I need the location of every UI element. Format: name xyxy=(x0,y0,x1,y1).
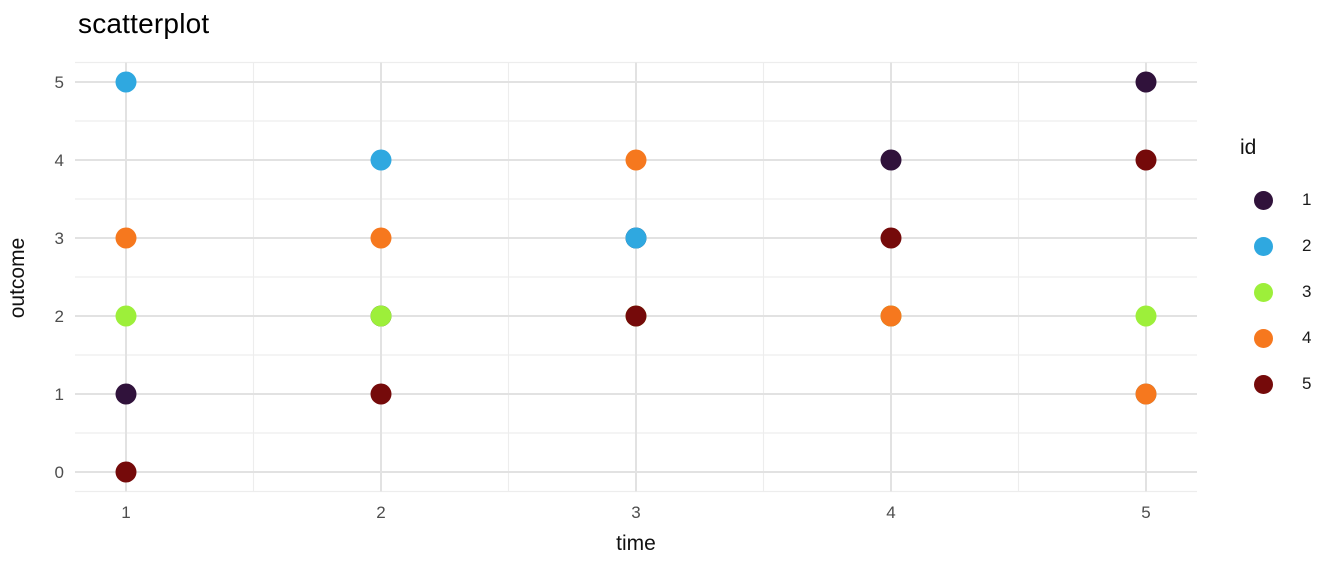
legend-item-label: 5 xyxy=(1302,374,1312,393)
data-point-id-3 xyxy=(115,305,137,327)
legend-title: id xyxy=(1240,136,1257,159)
legend-item: 5 xyxy=(1240,361,1344,407)
data-point-id-2 xyxy=(115,71,137,93)
legend-item-label: 1 xyxy=(1302,190,1312,209)
legend-item-label: 2 xyxy=(1302,236,1312,255)
y-tick-label: 1 xyxy=(55,385,64,404)
data-point-id-4 xyxy=(370,227,392,249)
legend: id 1 2 3 4 5 xyxy=(1240,136,1344,407)
legend-item: 4 xyxy=(1240,315,1344,361)
x-tick-label: 3 xyxy=(631,503,640,522)
data-point-id-3 xyxy=(370,305,392,327)
y-tick-label: 0 xyxy=(55,463,64,482)
data-point-id-1 xyxy=(1135,71,1157,93)
data-point-id-5 xyxy=(115,461,137,483)
legend-swatch xyxy=(1254,374,1273,394)
legend-swatch xyxy=(1254,282,1273,302)
legend-items: 1 2 3 4 5 xyxy=(1240,177,1344,407)
data-point-id-4 xyxy=(1135,383,1157,405)
x-axis-title: time xyxy=(616,532,656,555)
legend-item-label: 3 xyxy=(1302,282,1312,301)
legend-item: 2 xyxy=(1240,223,1344,269)
data-point-id-1 xyxy=(115,383,137,405)
data-point-id-5 xyxy=(370,383,392,405)
y-tick-label: 4 xyxy=(55,151,64,170)
legend-swatch xyxy=(1254,236,1273,256)
data-point-id-4 xyxy=(625,149,647,171)
legend-swatch xyxy=(1254,328,1273,348)
data-point-id-5 xyxy=(1135,149,1157,171)
data-point-id-2 xyxy=(370,149,392,171)
y-axis-title: outcome xyxy=(6,237,29,319)
legend-item: 1 xyxy=(1240,177,1344,223)
legend-item: 3 xyxy=(1240,269,1344,315)
chart-title: scatterplot xyxy=(78,8,210,39)
x-tick-label: 2 xyxy=(376,503,385,522)
data-point-id-4 xyxy=(115,227,137,249)
y-tick-label: 3 xyxy=(55,229,64,248)
legend-item-label: 4 xyxy=(1302,328,1312,347)
x-tick-label: 1 xyxy=(121,503,130,522)
x-tick-label: 5 xyxy=(1141,503,1150,522)
data-point-id-2 xyxy=(625,227,647,249)
y-tick-label: 2 xyxy=(55,307,64,326)
x-tick-label: 4 xyxy=(886,503,895,522)
data-point-id-4 xyxy=(880,305,902,327)
legend-swatch xyxy=(1254,190,1273,210)
data-point-id-1 xyxy=(880,149,902,171)
data-point-id-5 xyxy=(625,305,647,327)
data-point-id-5 xyxy=(880,227,902,249)
data-point-id-3 xyxy=(1135,305,1157,327)
y-tick-label: 5 xyxy=(55,73,64,92)
